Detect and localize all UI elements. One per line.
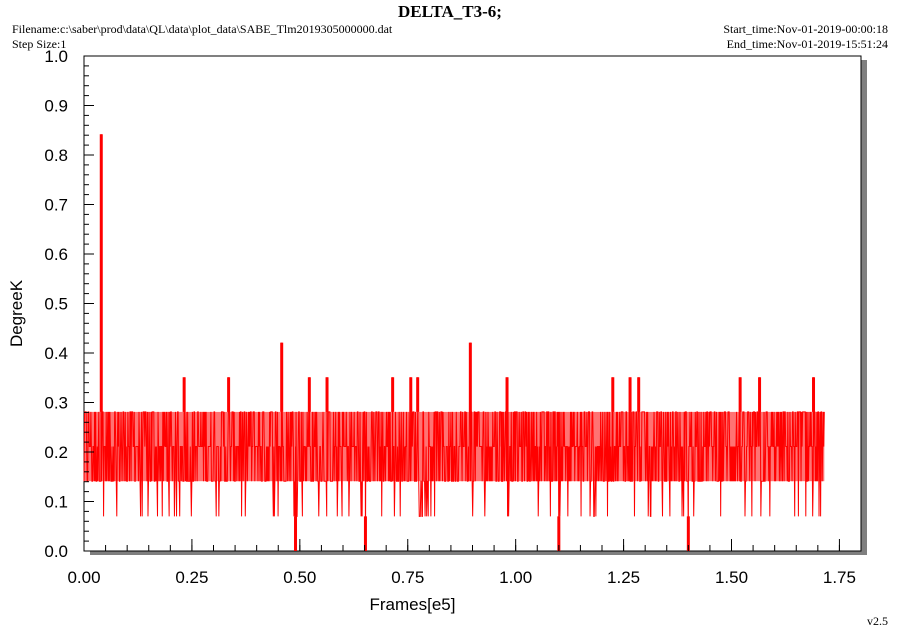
x-tick-label: 0.50 — [283, 568, 316, 587]
version-label: v2.5 — [867, 614, 888, 628]
x-tick-label: 1.75 — [823, 568, 856, 587]
y-tick-label: 0.9 — [44, 97, 68, 116]
x-tick-label: 0.75 — [391, 568, 424, 587]
filename-label: Filename:c:\saber\prod\data\QL\data\plot… — [12, 22, 393, 36]
y-axis-label: DegreeK — [7, 279, 26, 347]
y-tick-label: 0.3 — [44, 394, 68, 413]
chart-title: DELTA_T3-6; — [398, 2, 502, 21]
y-tick-label: 0.7 — [44, 196, 68, 215]
start-time-label: Start_time:Nov-01-2019-00:00:18 — [723, 22, 888, 36]
y-tick-label: 0.1 — [44, 493, 68, 512]
y-tick-label: 0.4 — [44, 344, 68, 363]
x-axis-label: Frames[e5] — [370, 595, 456, 614]
series-band — [84, 411, 825, 482]
end-time-label: End_time:Nov-01-2019-15:51:24 — [726, 37, 888, 51]
x-tick-label: 0.25 — [175, 568, 208, 587]
x-tick-label: 1.50 — [715, 568, 748, 587]
y-tick-label: 0.5 — [44, 295, 68, 314]
x-tick-label: 1.25 — [607, 568, 640, 587]
y-tick-label: 0.8 — [44, 146, 68, 165]
step-size-label: Step Size:1 — [12, 37, 67, 51]
x-tick-label: 0.00 — [67, 568, 100, 587]
y-tick-label: 1.0 — [44, 47, 68, 66]
y-tick-label: 0.0 — [44, 542, 68, 561]
y-tick-label: 0.6 — [44, 245, 68, 264]
x-tick-label: 1.00 — [499, 568, 532, 587]
y-tick-label: 0.2 — [44, 443, 68, 462]
